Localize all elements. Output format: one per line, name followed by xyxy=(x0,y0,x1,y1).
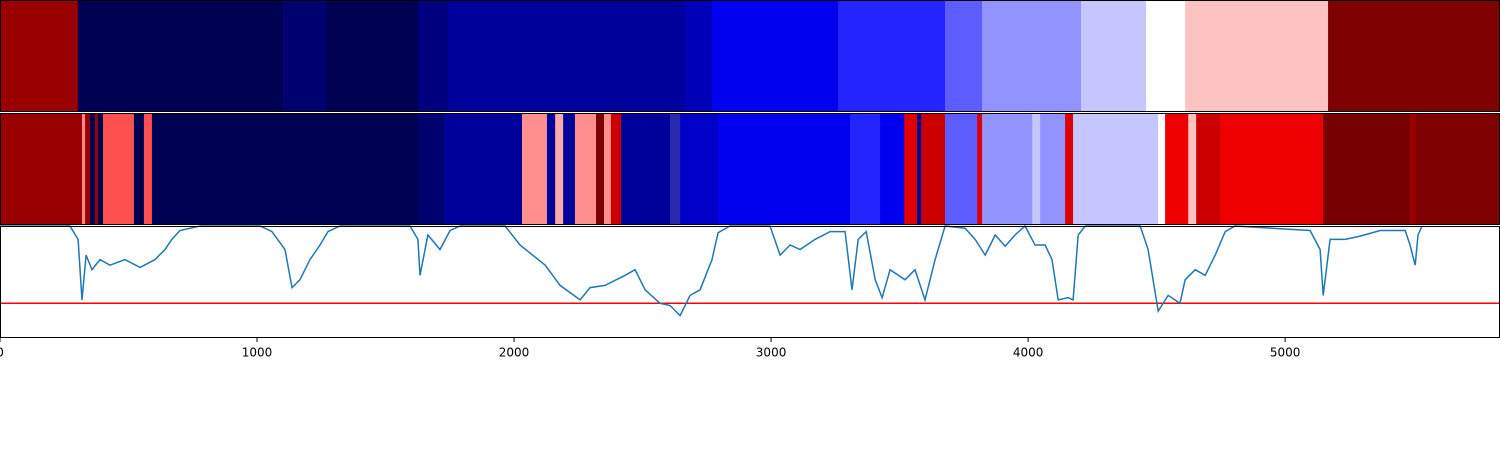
segment xyxy=(945,113,978,225)
segment xyxy=(143,113,153,225)
segment xyxy=(546,113,556,225)
segment xyxy=(0,0,79,112)
segment xyxy=(133,113,145,225)
segment xyxy=(1220,113,1324,225)
segment xyxy=(904,113,918,225)
segment xyxy=(89,113,96,225)
segment xyxy=(945,0,983,112)
segment xyxy=(684,0,713,112)
panel-frame xyxy=(0,226,1500,338)
segment xyxy=(917,113,922,225)
segment xyxy=(417,113,445,225)
segment xyxy=(620,113,671,225)
segment xyxy=(77,0,284,112)
segment xyxy=(670,113,681,225)
segment xyxy=(1328,0,1500,112)
segment xyxy=(151,113,419,225)
segment xyxy=(1323,113,1411,225)
segment xyxy=(1196,113,1221,225)
segment xyxy=(680,113,719,225)
segment xyxy=(555,113,564,225)
segment xyxy=(711,0,839,112)
segment xyxy=(447,0,686,112)
segment xyxy=(1158,113,1166,225)
segment xyxy=(95,113,99,225)
segment xyxy=(849,113,881,225)
segment xyxy=(1081,0,1147,112)
segment xyxy=(1073,113,1159,225)
segment xyxy=(417,0,449,112)
segment xyxy=(1065,113,1074,225)
segment xyxy=(282,0,328,112)
segment xyxy=(880,113,905,225)
segment xyxy=(921,113,946,225)
segment xyxy=(97,113,104,225)
x-tick-label: 0 xyxy=(0,346,4,360)
segment xyxy=(0,113,83,225)
x-tick-label: 5000 xyxy=(1270,346,1301,360)
segment xyxy=(977,113,983,225)
segment xyxy=(1165,113,1189,225)
segment xyxy=(1185,0,1329,112)
segment xyxy=(1410,113,1417,225)
segment xyxy=(1146,0,1186,112)
segment xyxy=(444,113,523,225)
segment xyxy=(596,113,605,225)
segment xyxy=(85,113,91,225)
segment xyxy=(610,113,622,225)
segment xyxy=(718,113,851,225)
segment xyxy=(838,0,946,112)
segment xyxy=(326,0,419,112)
segment xyxy=(982,113,1033,225)
line xyxy=(0,224,1423,317)
segment xyxy=(522,113,548,225)
x-tick-label: 1000 xyxy=(242,346,273,360)
x-tick-label: 3000 xyxy=(756,346,787,360)
segment xyxy=(982,0,1082,112)
segment xyxy=(81,113,86,225)
segment xyxy=(1032,113,1041,225)
segment xyxy=(563,113,576,225)
segment xyxy=(604,113,612,225)
x-tick-label: 4000 xyxy=(1013,346,1044,360)
segment xyxy=(1040,113,1066,225)
segment xyxy=(1416,113,1500,225)
segment xyxy=(1188,113,1197,225)
x-tick-label: 2000 xyxy=(499,346,530,360)
segment xyxy=(103,113,135,225)
segment xyxy=(574,113,597,225)
